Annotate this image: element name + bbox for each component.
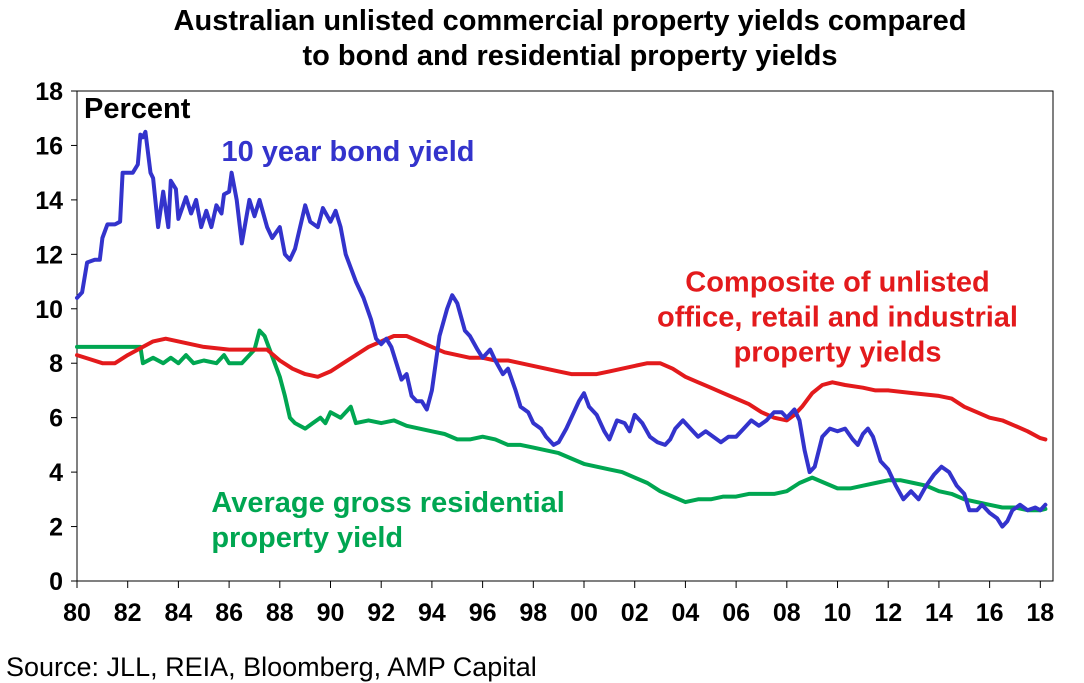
x-tick-label: 08: [773, 599, 801, 627]
x-tick-label: 90: [317, 599, 345, 627]
x-tick-label: 96: [469, 599, 497, 627]
series-annotation: Average gross residential: [211, 487, 565, 519]
y-axis-label: Percent: [84, 93, 191, 125]
plot-frame: [76, 90, 1054, 582]
series-annotation: property yield: [211, 522, 403, 554]
series-line-2: [75, 328, 1048, 513]
x-tick-label: 80: [63, 599, 91, 627]
chart-title-line-1: Australian unlisted commercial property …: [173, 5, 967, 37]
annotation-layer: 10 year bond yield Composite of unlistedo…: [211, 136, 1018, 554]
x-tick-label: 00: [570, 599, 598, 627]
x-tick-label: 84: [164, 599, 192, 627]
series-layer: [75, 129, 1048, 529]
x-axis: 80 82 84 86 88 90 92 94 96 98 00 02 04 06 08 10 12 14 16 18: [63, 581, 1054, 627]
x-tick-label: 10: [824, 599, 852, 627]
source-note: Source: JLL, REIA, Bloomberg, AMP Capita…: [6, 652, 537, 682]
series-annotation: 10 year bond yield: [221, 136, 474, 168]
y-tick-label: 10: [35, 296, 63, 324]
x-tick-label: 14: [925, 599, 953, 627]
y-tick-label: 2: [49, 514, 63, 542]
y-tick-label: 16: [35, 132, 63, 160]
x-tick-label: 06: [722, 599, 750, 627]
series-annotation: property yields: [734, 337, 942, 369]
x-tick-label: 88: [266, 599, 294, 627]
x-tick-label: 16: [976, 599, 1004, 627]
x-tick-label: 02: [621, 599, 649, 627]
x-tick-label: 12: [874, 599, 902, 627]
x-tick-label: 98: [519, 599, 547, 627]
y-axis: 0 2 4 6 8 10 12 14 16 18: [35, 78, 77, 596]
x-tick-label: 18: [1026, 599, 1054, 627]
chart-title-line-2: to bond and residential property yields: [302, 40, 838, 72]
x-tick-label: 94: [418, 599, 446, 627]
y-tick-label: 18: [35, 78, 63, 106]
y-tick-label: 6: [49, 405, 63, 433]
series-annotation: Composite of unlisted: [685, 267, 990, 299]
series-line-1: [75, 334, 1048, 442]
x-tick-label: 04: [672, 599, 700, 627]
x-tick-label: 82: [114, 599, 142, 627]
y-tick-label: 0: [49, 568, 63, 596]
y-tick-label: 8: [49, 350, 63, 378]
x-tick-label: 92: [367, 599, 395, 627]
y-tick-label: 14: [35, 187, 63, 215]
chart-title: Australian unlisted commercial property …: [0, 4, 1084, 74]
y-tick-label: 12: [35, 241, 63, 269]
y-tick-label: 4: [49, 459, 63, 487]
series-annotation: office, retail and industrial: [657, 302, 1018, 334]
series-line-0: [75, 129, 1048, 529]
x-tick-label: 86: [215, 599, 243, 627]
